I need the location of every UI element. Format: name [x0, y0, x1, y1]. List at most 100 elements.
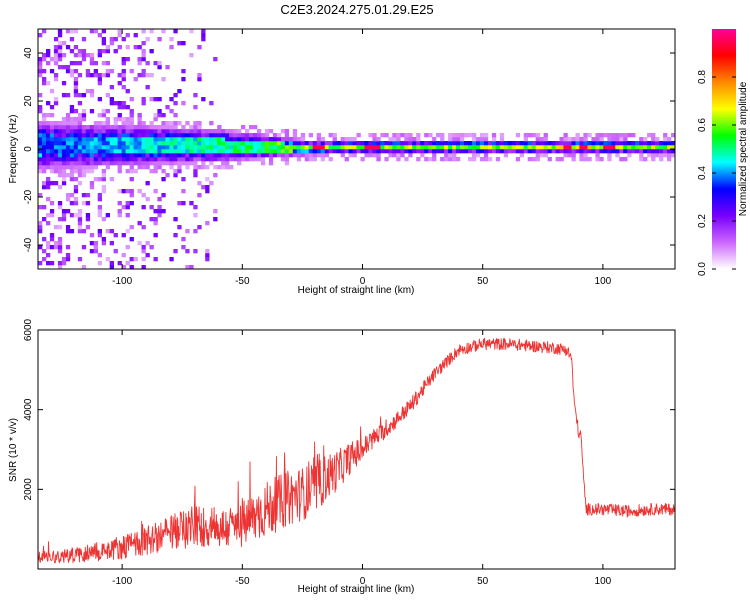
heatmap-cell — [145, 149, 150, 154]
heatmap-cell — [97, 161, 102, 166]
heatmap-cell — [77, 225, 83, 230]
heatmap-cell — [46, 101, 51, 106]
heatmap-cell — [38, 61, 43, 66]
heatmap-cell — [57, 65, 63, 70]
heatmap-cell — [169, 37, 174, 42]
heatmap-cell — [133, 125, 138, 130]
heatmap-cell — [117, 141, 122, 146]
heatmap-cell — [511, 141, 517, 146]
heatmap-cell — [81, 201, 87, 206]
heatmap-cell — [97, 129, 102, 134]
heatmap-cell — [153, 133, 158, 138]
heatmap-cell — [77, 173, 83, 178]
heatmap-cell — [89, 145, 95, 150]
heatmap-cell — [157, 113, 162, 118]
heatmap-cell — [631, 141, 636, 146]
heatmap-cell — [141, 205, 146, 210]
heatmap-cell — [69, 125, 75, 130]
heatmap-cell — [567, 153, 572, 158]
heatmap-cell — [535, 149, 540, 154]
heatmap-cell — [324, 153, 329, 158]
heatmap-cell — [599, 141, 604, 146]
heatmap-cell — [89, 137, 95, 142]
heatmap-cell — [38, 125, 43, 130]
heatmap-cell — [101, 189, 106, 194]
heatmap-cell — [89, 61, 95, 66]
heatmap-cell — [356, 133, 361, 138]
heatmap-cell — [101, 161, 106, 166]
heatmap-cell — [348, 153, 353, 158]
heatmap-cell — [245, 137, 250, 142]
heatmap-cell — [639, 137, 644, 142]
heatmap-cell — [77, 129, 83, 134]
heatmap-cell — [607, 133, 612, 138]
heatmap-cell — [121, 137, 126, 142]
heatmap-cell — [257, 149, 262, 154]
heatmap-cell — [57, 245, 63, 250]
heatmap-cell — [46, 185, 51, 190]
heatmap-cell — [129, 129, 134, 134]
heatmap-cell — [611, 145, 616, 150]
heatmap-cell — [173, 149, 178, 154]
heatmap-cell — [257, 133, 262, 138]
heatmap-cell — [89, 169, 95, 174]
heatmap-cell — [380, 145, 385, 150]
heatmap-cell — [332, 137, 337, 142]
heatmap-cell — [547, 141, 552, 146]
heatmap-cell — [101, 29, 106, 34]
heatmap-cell — [117, 125, 122, 130]
heatmap-cell — [452, 157, 457, 162]
heatmap-cell — [185, 133, 190, 138]
heatmap-cell — [157, 165, 162, 170]
heatmap-cell — [81, 193, 87, 198]
heatmap-cell — [388, 141, 393, 146]
heatmap-cell — [205, 189, 210, 194]
heatmap-cell — [193, 145, 198, 150]
heatmap-cell — [209, 181, 214, 186]
heatmap-cell — [404, 133, 409, 138]
heatmap-cell — [515, 149, 521, 154]
heatmap-cell — [109, 69, 114, 74]
heatmap-cell — [587, 133, 592, 138]
heatmap-cell — [567, 145, 572, 150]
heatmap-cell — [181, 237, 186, 242]
heatmap-cell — [53, 145, 59, 150]
heatmap-cell — [495, 149, 501, 154]
heatmap-cell — [125, 153, 130, 158]
heatmap-cell — [101, 37, 106, 42]
heatmap-cell — [253, 153, 258, 158]
heatmap-cell — [38, 193, 43, 198]
heatmap-cell — [93, 137, 98, 142]
heatmap-cell — [49, 129, 55, 134]
heatmap-cell — [38, 153, 43, 158]
heatmap-cell — [304, 141, 309, 146]
heatmap-cell — [615, 137, 620, 142]
heatmap-cell — [117, 169, 122, 174]
heatmap-cell — [117, 161, 122, 166]
heatmap-cell — [73, 185, 79, 190]
heatmap-cell — [440, 133, 445, 138]
heatmap-cell — [396, 153, 401, 158]
heatmap-cell — [85, 145, 91, 150]
heatmap-cell — [344, 149, 349, 154]
heatmap-cell — [85, 129, 91, 134]
heatmap-cell — [177, 145, 182, 150]
heatmap-cell — [344, 141, 349, 146]
heatmap-cell — [61, 181, 67, 186]
heatmap-cell — [73, 29, 79, 34]
heatmap-cell — [177, 165, 182, 170]
heatmap-cell — [201, 185, 206, 190]
heatmap-cell — [444, 141, 449, 146]
heatmap-cell — [268, 149, 274, 154]
heatmap-cell — [121, 265, 126, 270]
heatmap-cell — [137, 165, 142, 170]
heatmap-cell — [133, 45, 138, 50]
heatmap-cell — [396, 141, 401, 146]
heatmap-cell — [344, 137, 349, 142]
heatmap-cell — [260, 145, 266, 150]
heatmap-cell — [487, 157, 493, 162]
heatmap-cell — [77, 133, 83, 138]
heatmap-cell — [49, 89, 55, 94]
heatmap-cell — [77, 161, 83, 166]
